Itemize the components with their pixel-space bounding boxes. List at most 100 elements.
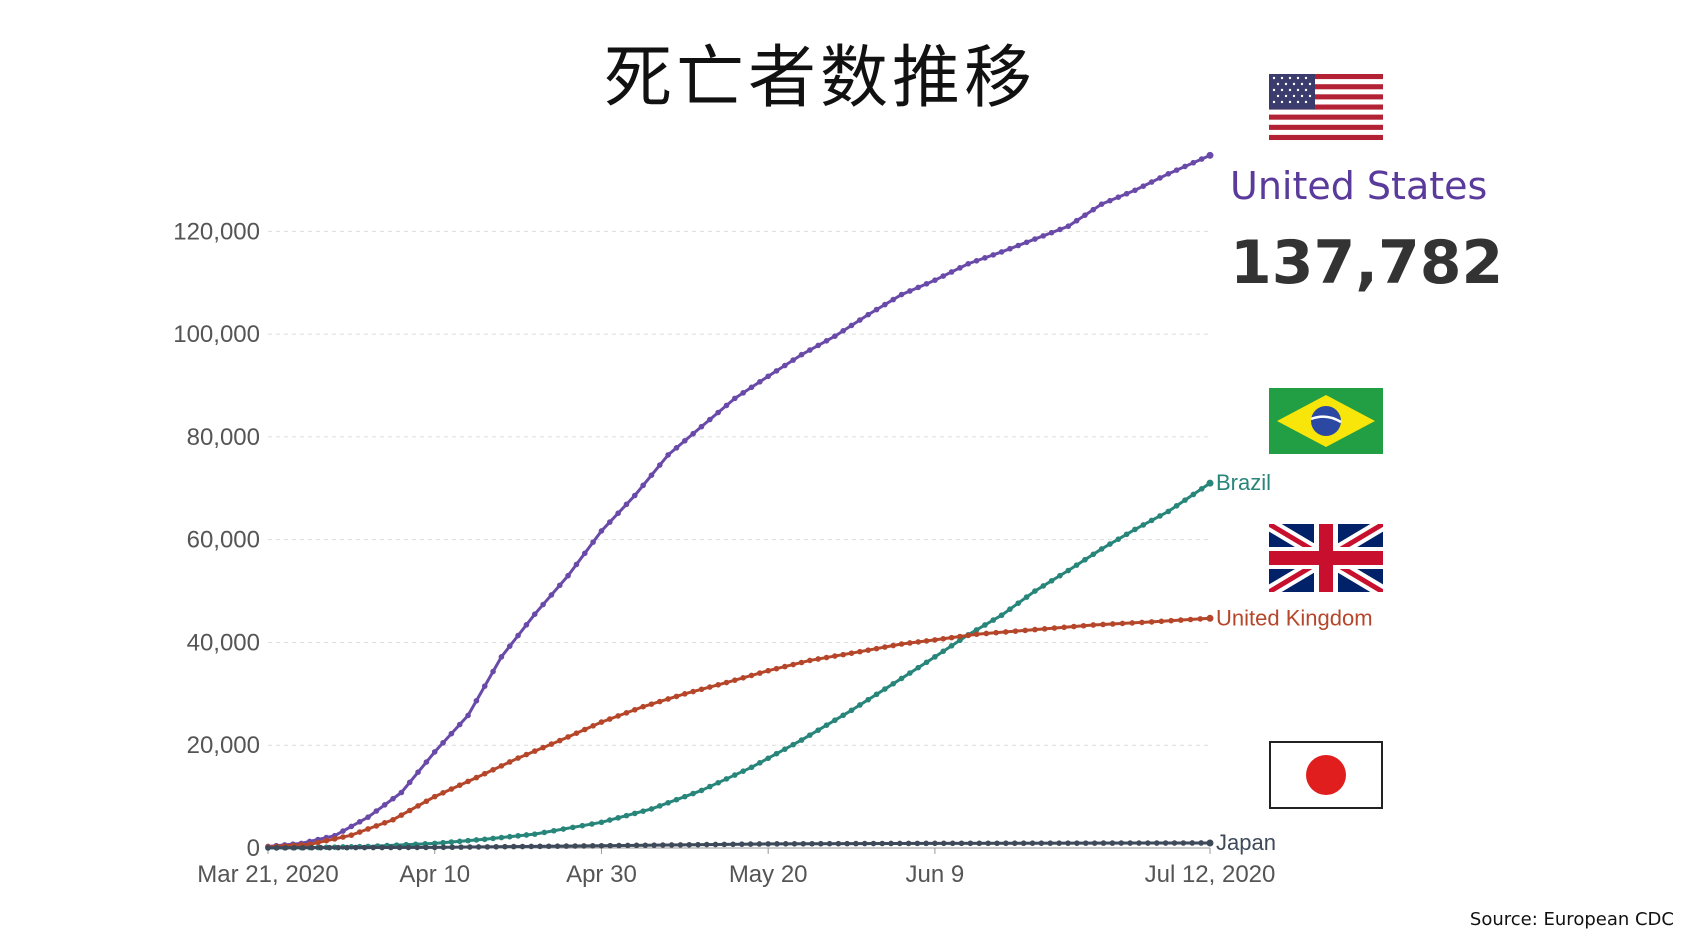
data-point (907, 670, 913, 676)
data-point (948, 642, 955, 649)
data-point (560, 826, 567, 832)
data-point (748, 764, 755, 771)
data-point (340, 828, 346, 834)
x-tick-label: Jun 9 (906, 861, 965, 888)
data-point (1132, 187, 1138, 194)
data-point (832, 653, 838, 659)
data-point (723, 402, 730, 409)
data-point (607, 842, 614, 849)
data-point (1074, 840, 1080, 846)
data-point (823, 338, 830, 344)
data-point (624, 842, 631, 849)
data-point (882, 644, 888, 650)
data-point (335, 844, 342, 851)
data-point (405, 844, 412, 851)
data-point (465, 837, 471, 844)
data-point (686, 841, 693, 848)
data-point (415, 803, 421, 809)
data-point (815, 342, 821, 349)
data-point (523, 832, 530, 838)
page-title: 死亡者数推移 (603, 39, 1036, 118)
data-point (732, 772, 738, 778)
data-point (890, 296, 897, 303)
data-point (914, 840, 921, 847)
data-point (1107, 197, 1113, 204)
data-point (673, 693, 680, 700)
data-point (498, 763, 505, 769)
data-point (1061, 624, 1067, 631)
data-point (1187, 616, 1194, 623)
data-point (1129, 620, 1135, 626)
data-point (690, 790, 696, 797)
data-point (985, 840, 991, 847)
data-point (848, 707, 855, 714)
data-point (1115, 536, 1122, 542)
y-tick-label: 20,000 (187, 732, 260, 759)
data-point (1180, 840, 1187, 846)
data-point (519, 843, 526, 850)
data-point (616, 842, 622, 849)
data-point (677, 842, 684, 848)
data-point (657, 698, 663, 705)
data-point (606, 716, 613, 722)
data-point (990, 617, 997, 623)
data-point (757, 379, 763, 385)
data-point (782, 841, 789, 847)
data-point (998, 612, 1005, 619)
data-point (782, 663, 788, 670)
data-point (715, 409, 721, 416)
data-point (1148, 619, 1155, 625)
data-point (563, 843, 570, 849)
data-point (673, 445, 680, 451)
data-point (388, 844, 394, 851)
data-point (431, 749, 438, 755)
data-point (973, 631, 980, 638)
series-lines (265, 151, 1214, 851)
data-point (940, 840, 947, 847)
data-point (265, 844, 271, 851)
data-point (340, 834, 346, 840)
data-point (449, 844, 456, 851)
y-tick-label: 60,000 (187, 527, 260, 554)
data-point (790, 741, 796, 748)
data-point (790, 661, 796, 668)
data-point (1098, 546, 1105, 552)
data-point (888, 840, 894, 847)
data-point (373, 823, 380, 829)
data-point (448, 730, 455, 737)
us-highlight-value: 137,782 (1230, 228, 1504, 298)
data-point (774, 841, 780, 847)
us-highlight-name: United States (1230, 164, 1488, 208)
data-point (1165, 508, 1172, 515)
data-point (712, 841, 719, 848)
data-point (515, 632, 521, 639)
data-point (331, 836, 338, 842)
data-point (993, 629, 999, 636)
data-point (651, 842, 657, 848)
data-point (665, 799, 671, 806)
data-point (1065, 567, 1072, 574)
data-point (309, 844, 315, 851)
data-point (923, 840, 929, 847)
data-point (440, 844, 447, 851)
data-point (1012, 628, 1019, 634)
data-point (623, 501, 630, 508)
data-point (957, 265, 963, 271)
data-point (1157, 175, 1163, 181)
data-point (456, 721, 463, 728)
data-point (640, 482, 646, 489)
data-point (1119, 620, 1126, 627)
x-tick-label: Apr 10 (399, 861, 470, 888)
data-point (707, 684, 713, 690)
data-point (406, 779, 413, 786)
data-point (273, 844, 280, 851)
data-point (352, 844, 359, 851)
data-point (948, 269, 955, 275)
data-point (923, 659, 930, 666)
data-point (546, 843, 552, 850)
data-point (1123, 531, 1130, 538)
data-point (826, 840, 833, 847)
data-point (879, 840, 886, 847)
data-point (431, 844, 438, 851)
data-point (1178, 617, 1184, 623)
